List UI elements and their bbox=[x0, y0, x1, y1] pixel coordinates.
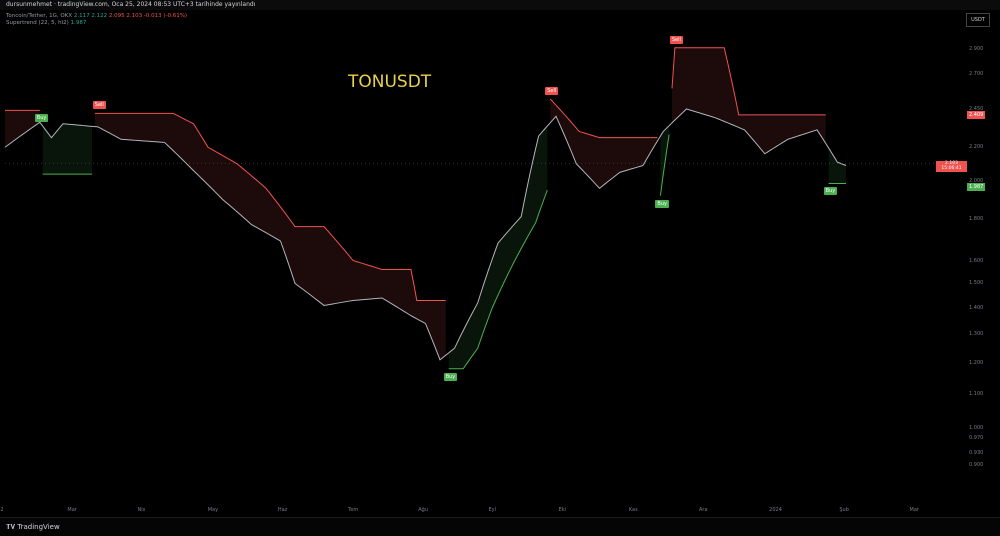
supertrend-fill bbox=[828, 147, 846, 184]
supertrend-line bbox=[549, 98, 658, 139]
y-tick-label: 2.200 bbox=[969, 144, 984, 151]
price-line bbox=[4, 108, 847, 361]
st-upper-price: 2.409 bbox=[967, 111, 986, 119]
y-tick-label: 2.900 bbox=[969, 46, 984, 52]
footer-brand: TradingView bbox=[17, 523, 60, 531]
supertrend-line bbox=[659, 134, 670, 196]
header-text: dursunmehmet · tradingView.com, Oca 25, … bbox=[6, 1, 256, 8]
x-tick-label: 2024 bbox=[769, 507, 782, 513]
y-tick-label: 1.100 bbox=[969, 390, 984, 397]
y-tick-label: 2.450 bbox=[969, 105, 984, 112]
legend-open: 2.117 bbox=[73, 13, 90, 19]
legend-change: -0.013 (-0.61%) bbox=[143, 13, 188, 19]
st-lower-price: 1.987 bbox=[967, 183, 986, 191]
y-tick-label: 1.600 bbox=[969, 257, 984, 264]
buy-signal-tag: Buy bbox=[34, 114, 49, 123]
buy-signal-tag: Buy bbox=[655, 199, 669, 208]
last-price-tag: 2.103 15:06:41 bbox=[936, 161, 967, 172]
legend-low: 2.095 bbox=[108, 13, 125, 19]
supertrend-fill bbox=[5, 110, 40, 148]
x-tick-label: Kas bbox=[628, 507, 638, 513]
tradingview-logo-mark: 𝐓𝐕 bbox=[6, 523, 18, 531]
x-tick-label: Nis bbox=[137, 507, 146, 513]
legend-indicator: Supertrend (22, 5, hl2) bbox=[6, 20, 69, 26]
supertrend-line bbox=[94, 112, 446, 301]
sell-signal-tag: Sell bbox=[545, 86, 559, 95]
y-tick-label: 1.200 bbox=[969, 359, 984, 366]
y-tick-label: 1.000 bbox=[969, 424, 984, 431]
x-tick-label: Ağu bbox=[418, 507, 429, 513]
legend-close: 2.103 bbox=[126, 13, 143, 19]
supertrend-fill bbox=[550, 98, 658, 189]
y-tick-label: 1.500 bbox=[969, 280, 984, 287]
price-chart[interactable] bbox=[0, 10, 1000, 517]
supertrend-fill bbox=[42, 123, 92, 175]
x-tick-label: 12 bbox=[0, 507, 4, 513]
y-tick-label: 2.700 bbox=[969, 71, 984, 78]
chart-title: TONUSDT bbox=[348, 72, 432, 92]
y-tick-label: 0.900 bbox=[969, 462, 984, 469]
chart-legend: Toncoin/Tether, 1G, OKX 2.117 2.122 2.09… bbox=[6, 13, 187, 27]
x-tick-label: Tem bbox=[348, 507, 359, 513]
sell-signal-tag: Sell bbox=[92, 101, 106, 110]
legend-st-value: 1.987 bbox=[70, 20, 87, 26]
supertrend-line bbox=[448, 189, 548, 370]
x-tick-label: Haz bbox=[277, 507, 288, 513]
x-tick-label: Mar bbox=[67, 507, 77, 513]
y-tick-label: 2.000 bbox=[969, 178, 984, 185]
supertrend-line bbox=[671, 47, 826, 116]
x-tick-label: Eyl bbox=[488, 507, 496, 513]
x-tick-label: Ara bbox=[699, 507, 708, 513]
y-tick-label: 0.930 bbox=[969, 450, 984, 457]
supertrend-fill bbox=[94, 113, 446, 360]
buy-signal-tag: Buy bbox=[823, 187, 838, 196]
y-tick-label: 1.800 bbox=[969, 215, 984, 222]
y-tick-label: 0.970 bbox=[969, 435, 984, 442]
sell-signal-tag: Sell bbox=[669, 35, 683, 44]
last-price-countdown: 15:06:41 bbox=[941, 166, 962, 171]
x-tick-label: Eki bbox=[558, 507, 567, 513]
supertrend-fill bbox=[672, 47, 826, 154]
supertrend-fill bbox=[448, 126, 548, 369]
x-tick-label: May bbox=[207, 507, 219, 513]
y-tick-label: 1.400 bbox=[969, 304, 984, 311]
x-tick-label: Mar bbox=[909, 507, 919, 513]
last-price-value: 2.103 bbox=[945, 161, 958, 166]
legend-high: 2.122 bbox=[91, 13, 108, 19]
y-tick-label: 1.300 bbox=[969, 331, 984, 338]
x-tick-label: Şub bbox=[839, 507, 849, 513]
footer-bar: 𝐓𝐕 TradingView bbox=[0, 517, 1000, 536]
buy-signal-tag: Buy bbox=[443, 372, 458, 381]
header-bar: dursunmehmet · tradingView.com, Oca 25, … bbox=[0, 0, 1000, 10]
currency-button[interactable]: USDT bbox=[966, 13, 990, 27]
legend-symbol: Toncoin/Tether, 1G, OKX bbox=[6, 13, 73, 19]
tradingview-logo[interactable]: 𝐓𝐕 TradingView bbox=[6, 523, 60, 532]
